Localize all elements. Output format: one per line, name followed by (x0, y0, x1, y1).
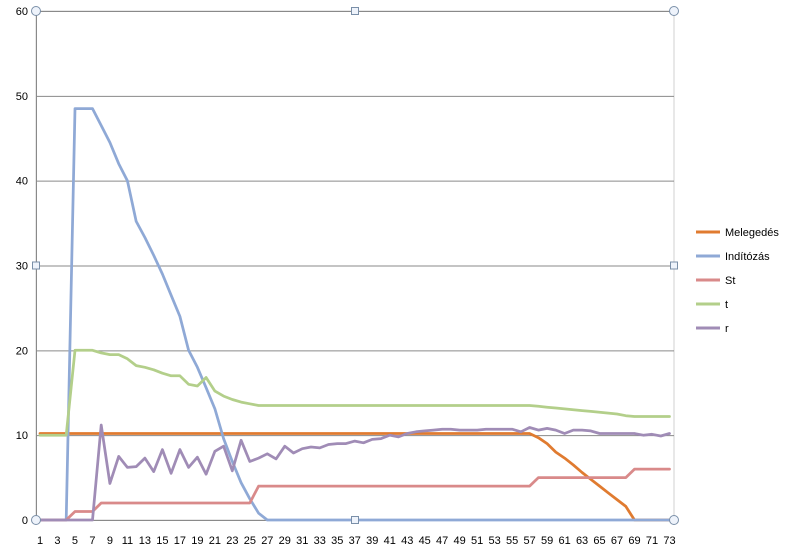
x-tick-label: 11 (122, 535, 133, 547)
x-tick-label: 1 (37, 535, 43, 547)
x-tick-label: 23 (226, 535, 238, 547)
x-tick-label: 43 (401, 535, 413, 547)
x-tick-label: 9 (107, 535, 113, 547)
x-tick-label: 33 (314, 535, 326, 547)
x-tick-label: 19 (191, 535, 203, 547)
y-tick-label: 30 (16, 261, 28, 273)
series-line-t (38, 348, 671, 437)
x-tick-label: 67 (611, 535, 623, 547)
corner-resize-handle[interactable] (669, 6, 679, 16)
x-tick-label: 63 (576, 535, 588, 547)
x-axis: 1 3 5 7 9 11 13 15 17 19 21 23 25 27 29 31 33 35 37 39 41 43 4… (37, 535, 676, 547)
legend-label: Melegedés (725, 227, 779, 239)
x-tick-label: 27 (261, 535, 273, 547)
legend-label: r (725, 323, 729, 335)
x-tick-label: 61 (558, 535, 570, 547)
x-tick-label: 31 (296, 535, 308, 547)
x-tick-label: 13 (139, 535, 151, 547)
series-lines (38, 107, 671, 522)
side-resize-handle[interactable] (670, 261, 678, 270)
series-line-inditozas (38, 107, 671, 522)
x-tick-label: 41 (384, 535, 396, 547)
corner-resize-handle[interactable] (31, 6, 41, 16)
corner-resize-handle[interactable] (669, 515, 679, 525)
x-tick-label: 17 (174, 535, 186, 547)
x-tick-label: 71 (646, 535, 658, 547)
series-line-melegedes (38, 432, 671, 522)
y-tick-label: 40 (16, 176, 28, 188)
x-tick-label: 51 (471, 535, 483, 547)
x-tick-label: 21 (209, 535, 221, 547)
x-tick-label: 39 (366, 535, 378, 547)
x-tick-label: 29 (279, 535, 291, 547)
corner-resize-handle[interactable] (31, 515, 41, 525)
legend: Melegedés Indítózás St tr (696, 227, 779, 335)
legend-label: t (725, 299, 728, 311)
x-tick-label: 69 (628, 535, 640, 547)
legend-label: St (725, 275, 735, 287)
x-tick-label: 3 (54, 535, 60, 547)
x-tick-label: 45 (419, 535, 431, 547)
x-tick-label: 65 (593, 535, 605, 547)
series-line-st (38, 467, 671, 522)
x-tick-label: 47 (436, 535, 448, 547)
x-tick-label: 49 (454, 535, 466, 547)
x-tick-label: 37 (349, 535, 361, 547)
side-resize-handle[interactable] (351, 7, 359, 15)
gridlines (35, 10, 675, 521)
y-tick-label: 60 (16, 6, 28, 18)
y-tick-label: 20 (16, 345, 28, 357)
side-resize-handle[interactable] (32, 261, 40, 270)
selection-handles[interactable] (31, 6, 679, 525)
side-resize-handle[interactable] (351, 516, 359, 524)
x-tick-label: 57 (523, 535, 535, 547)
y-tick-label: 50 (16, 91, 28, 103)
y-tick-label: 10 (16, 430, 28, 442)
x-tick-label: 35 (331, 535, 343, 547)
legend-label: Indítózás (725, 251, 770, 263)
x-tick-label: 7 (89, 535, 95, 547)
y-axis: 0 10 20 30 40 50 60 (16, 6, 37, 527)
x-tick-label: 15 (156, 535, 168, 547)
x-tick-label: 5 (72, 535, 78, 547)
series-line-r (38, 423, 671, 522)
y-tick-label: 0 (22, 515, 28, 527)
x-tick-label: 25 (244, 535, 256, 547)
x-tick-label: 53 (489, 535, 501, 547)
x-tick-label: 59 (541, 535, 553, 547)
x-tick-label: 55 (506, 535, 518, 547)
x-tick-label: 73 (663, 535, 675, 547)
